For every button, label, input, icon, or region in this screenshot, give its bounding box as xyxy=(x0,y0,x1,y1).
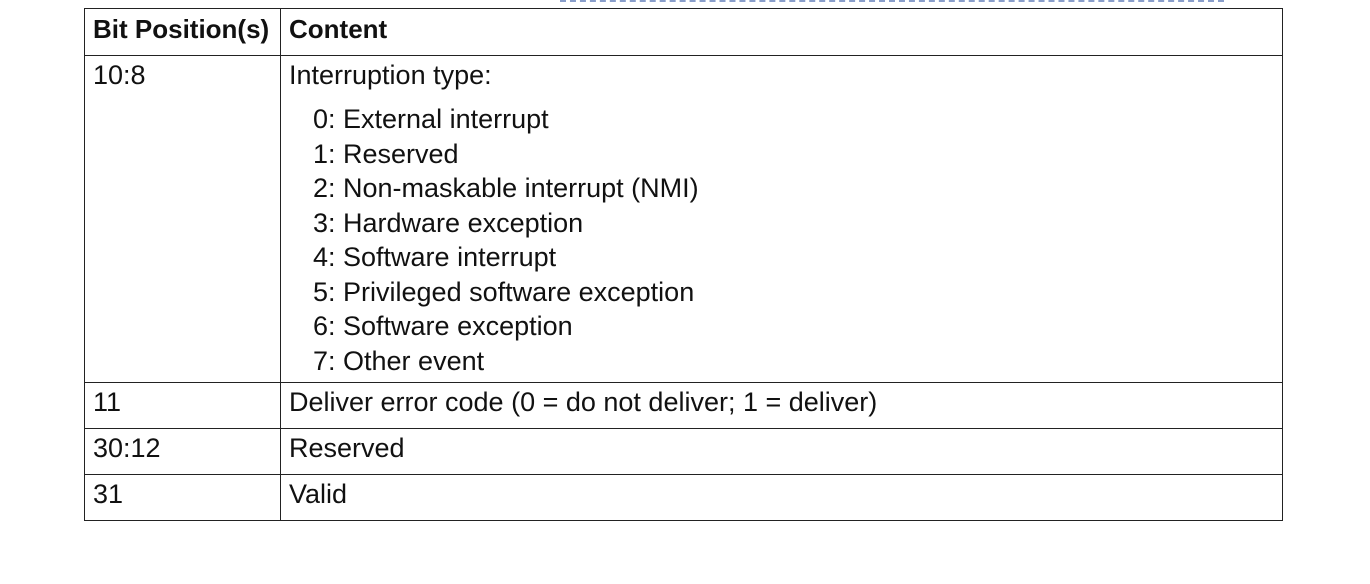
content-cell: Reserved xyxy=(280,428,1283,475)
interruption-type-list: 0: External interrupt 1: Reserved 2: Non… xyxy=(289,102,1274,378)
content-cell: Interruption type: 0: External interrupt… xyxy=(280,55,1283,383)
list-item: 5: Privileged software exception xyxy=(313,276,695,307)
list-item: 0: External interrupt xyxy=(313,104,549,134)
table-header-row: Bit Position(s) Content xyxy=(84,8,1283,56)
bit-position-cell: 30:12 xyxy=(84,428,281,475)
table-row: 10:8 Interruption type: 0: External inte… xyxy=(84,55,1283,383)
list-item: 7: Other event xyxy=(313,345,485,376)
bit-field-table: Bit Position(s) Content 10:8 Interruptio… xyxy=(84,8,1283,521)
list-item: 2: Non-maskable interrupt (NMI) xyxy=(313,173,699,203)
table-row: 30:12 Reserved xyxy=(84,428,1283,475)
table-row: 31 Valid xyxy=(84,474,1283,521)
list-item: 1: Reserved xyxy=(313,138,459,169)
list-item: 3: Hardware exception xyxy=(313,207,584,238)
bit-position-cell: 11 xyxy=(84,382,281,429)
bit-position-cell: 10:8 xyxy=(84,55,281,383)
content-cell: Deliver error code (0 = do not deliver; … xyxy=(280,382,1283,429)
table-row: 11 Deliver error code (0 = do not delive… xyxy=(84,382,1283,429)
list-item: 4: Software interrupt xyxy=(313,242,557,272)
header-content: Content xyxy=(280,8,1283,56)
list-item: 6: Software exception xyxy=(313,311,573,341)
cut-off-caption-rule xyxy=(560,0,1224,5)
header-bit-positions: Bit Position(s) xyxy=(84,8,281,56)
bit-position-cell: 31 xyxy=(84,474,281,521)
content-cell: Valid xyxy=(280,474,1283,521)
interruption-type-label: Interruption type: xyxy=(289,60,492,90)
